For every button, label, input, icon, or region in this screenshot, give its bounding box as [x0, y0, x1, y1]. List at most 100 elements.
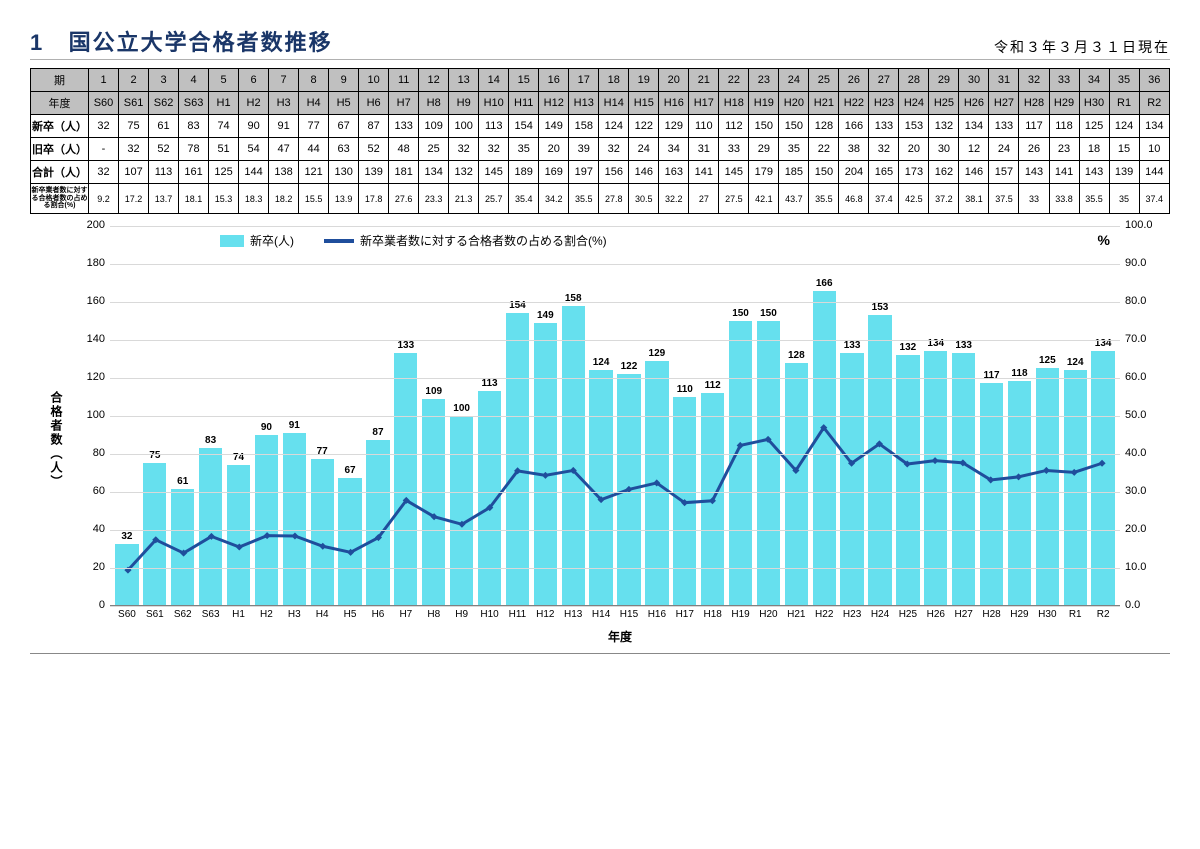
table-cell: 32: [89, 115, 119, 138]
table-cell: 15: [509, 69, 539, 92]
table-cell: 122: [629, 115, 659, 138]
table-cell: H28: [1019, 92, 1049, 115]
bar: [562, 306, 585, 605]
bar-value-label: 61: [170, 476, 196, 487]
table-cell: 30: [959, 69, 989, 92]
x-tick-label: H6: [365, 606, 391, 620]
bar-value-label: 113: [477, 378, 503, 389]
table-cell: 173: [899, 161, 929, 184]
table-cell: 25: [419, 138, 449, 161]
bar-value-label: 91: [281, 420, 307, 431]
table-cell: 134: [959, 115, 989, 138]
table-cell: 165: [869, 161, 899, 184]
table-cell: H10: [479, 92, 509, 115]
chart-plot-area: 新卒(人) 新卒業者数に対する合格者数の占める割合(%) % 327561837…: [110, 226, 1120, 606]
table-cell: 2: [119, 69, 149, 92]
table-cell: 144: [1139, 161, 1169, 184]
x-tick-label: R1: [1062, 606, 1088, 620]
table-cell: 23: [749, 69, 779, 92]
ytick-right: 20.0: [1125, 523, 1165, 535]
bar: [1036, 368, 1059, 605]
table-cell: 18: [1079, 138, 1109, 161]
bar-swatch-icon: [220, 235, 244, 247]
bar-value-label: 128: [783, 350, 809, 361]
table-cell: 43.7: [779, 184, 809, 214]
table-cell: 141: [1049, 161, 1079, 184]
table-cell: 204: [839, 161, 869, 184]
x-axis-labels: S60S61S62S63H1H2H3H4H5H6H7H8H9H10H11H12H…: [110, 606, 1120, 620]
table-cell: 18: [599, 69, 629, 92]
gridline: [110, 454, 1120, 455]
table-cell: 130: [329, 161, 359, 184]
table-cell: 31: [689, 138, 719, 161]
table-cell: H19: [749, 92, 779, 115]
x-tick-label: H16: [644, 606, 670, 620]
bar: [617, 374, 640, 605]
bar-value-label: 132: [895, 342, 921, 353]
ytick-left: 80: [75, 447, 105, 459]
bar: [1091, 351, 1114, 605]
table-cell: 163: [659, 161, 689, 184]
bar: [506, 313, 529, 605]
table-cell: 133: [989, 115, 1019, 138]
bar-value-label: 125: [1034, 355, 1060, 366]
x-tick-label: H11: [504, 606, 530, 620]
ytick-left: 40: [75, 523, 105, 535]
table-cell: 15: [1109, 138, 1139, 161]
ytick-right: 10.0: [1125, 561, 1165, 573]
table-cell: 32: [449, 138, 479, 161]
bar-value-label: 67: [337, 465, 363, 476]
table-cell: 124: [599, 115, 629, 138]
y-axis-right-label: %: [1098, 232, 1110, 248]
table-cell: 9.2: [89, 184, 119, 214]
bar-value-label: 83: [198, 435, 224, 446]
table-cell: H13: [569, 92, 599, 115]
table-cell: 5: [209, 69, 239, 92]
data-table: 期123456789101112131415161718192021222324…: [30, 68, 1170, 214]
table-cell: S60: [89, 92, 119, 115]
bar: [1008, 381, 1031, 605]
table-cell: 42.1: [749, 184, 779, 214]
ytick-right: 60.0: [1125, 371, 1165, 383]
table-cell: 38: [839, 138, 869, 161]
table-cell: 12: [959, 138, 989, 161]
table-cell: 181: [389, 161, 419, 184]
table-cell: 33: [719, 138, 749, 161]
bar: [729, 321, 752, 605]
table-cell: 90: [239, 115, 269, 138]
table-cell: 21.3: [449, 184, 479, 214]
table-cell: 35: [509, 138, 539, 161]
table-cell: 52: [359, 138, 389, 161]
x-tick-label: H23: [839, 606, 865, 620]
bar-value-label: 112: [700, 380, 726, 391]
table-cell: H17: [689, 92, 719, 115]
table-cell: 30.5: [629, 184, 659, 214]
table-cell: 35: [1109, 69, 1139, 92]
table-cell: 166: [839, 115, 869, 138]
table-cell: 158: [569, 115, 599, 138]
table-cell: 146: [629, 161, 659, 184]
x-tick-label: H22: [811, 606, 837, 620]
table-cell: 17.8: [359, 184, 389, 214]
table-cell: 52: [149, 138, 179, 161]
table-cell: 185: [779, 161, 809, 184]
bar-value-label: 150: [728, 308, 754, 319]
x-tick-label: H1: [226, 606, 252, 620]
table-cell: H29: [1049, 92, 1079, 115]
table-cell: 3: [149, 69, 179, 92]
table-cell: 24: [989, 138, 1019, 161]
table-cell: H8: [419, 92, 449, 115]
table-cell: 20: [539, 138, 569, 161]
table-cell: 33: [1049, 69, 1079, 92]
x-tick-label: H9: [449, 606, 475, 620]
bar: [366, 440, 389, 605]
table-cell: 30: [929, 138, 959, 161]
table-cell: H11: [509, 92, 539, 115]
table-cell: 54: [239, 138, 269, 161]
table-cell: 34: [1079, 69, 1109, 92]
x-tick-label: S60: [114, 606, 140, 620]
bar-value-label: 133: [951, 340, 977, 351]
ytick-left: 20: [75, 561, 105, 573]
table-cell: 153: [899, 115, 929, 138]
page-title: 1 国公立大学合格者数推移: [30, 25, 333, 57]
